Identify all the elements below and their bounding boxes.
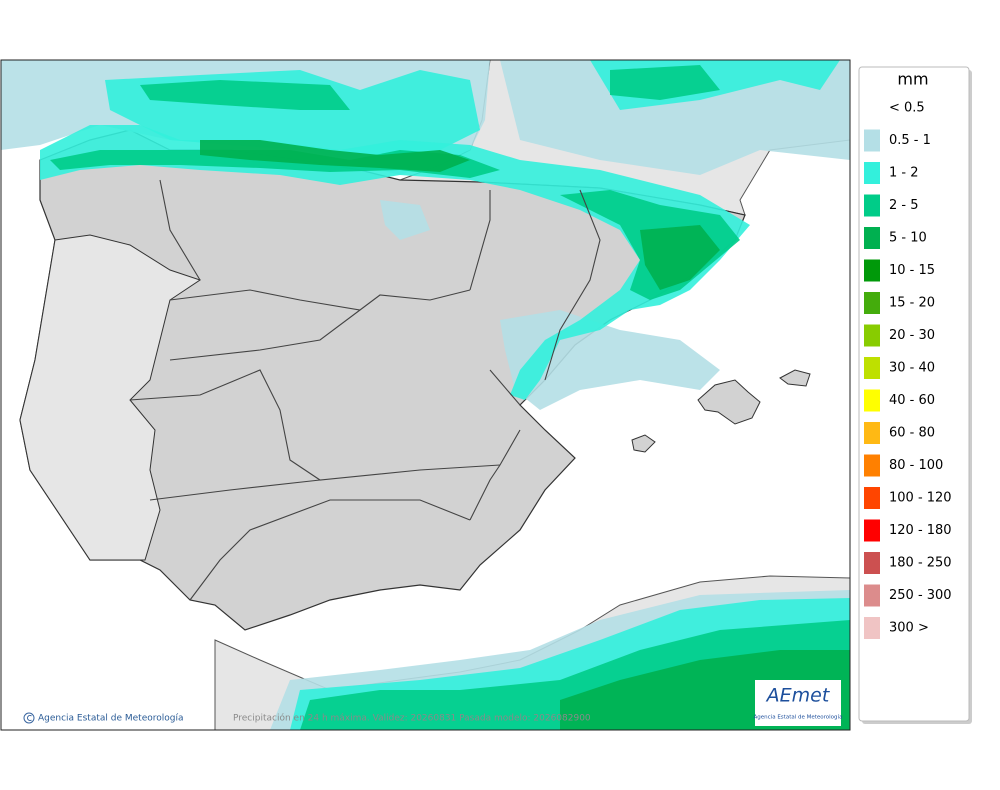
precip-area <box>640 225 720 290</box>
map-frame <box>0 59 851 731</box>
legend-swatch <box>864 454 880 477</box>
legend-swatch <box>864 162 880 184</box>
mallorca <box>697 379 761 425</box>
legend <box>858 66 970 722</box>
precip-area <box>380 200 430 240</box>
precipitation <box>1 60 850 730</box>
legend-label: 0.5 - 1 <box>889 133 931 148</box>
legend-swatch <box>864 552 880 574</box>
legend-label: 20 - 30 <box>889 328 935 343</box>
legend-swatch <box>864 617 880 639</box>
legend-swatch <box>864 227 880 249</box>
legend-swatch <box>864 97 880 119</box>
logo-box <box>755 680 841 726</box>
legend-swatch <box>864 422 880 444</box>
legend-label: 10 - 15 <box>889 263 935 278</box>
legend-label: < 0.5 <box>889 101 925 116</box>
legend-label: 15 - 20 <box>889 296 935 311</box>
logo-name: AEmet <box>765 685 831 707</box>
legend-swatch <box>864 292 880 314</box>
legend-label: 120 - 180 <box>889 523 952 538</box>
precip-area <box>140 80 350 110</box>
legend-label: 40 - 60 <box>889 393 935 408</box>
legend-swatch <box>864 487 880 509</box>
legend-items: < 0.5 0.5 - 1 1 - 2 2 - 5 5 - 10 10 - 15 15 - … <box>864 97 952 639</box>
legend-title: mm <box>897 70 928 89</box>
legend-label: 5 - 10 <box>889 231 927 246</box>
copyright-icon-c <box>27 715 32 721</box>
legend-swatch <box>864 259 880 282</box>
copyright-icon <box>23 712 35 724</box>
legend-swatch <box>864 129 880 152</box>
legend-label: 100 - 120 <box>889 491 952 506</box>
portugal <box>19 234 202 561</box>
legend-swatch <box>864 584 880 607</box>
legend-label: 250 - 300 <box>889 588 952 603</box>
regional-borders <box>129 179 601 601</box>
menorca <box>779 369 811 387</box>
legend-swatch <box>864 519 880 542</box>
legend-swatch <box>864 324 880 347</box>
legend-swatch <box>864 357 880 379</box>
legend-swatch <box>864 194 880 217</box>
legend-label: 300 > <box>889 621 929 636</box>
legend-swatch <box>864 389 880 412</box>
ibiza <box>631 434 656 453</box>
precip-area <box>500 60 850 175</box>
legend-label: 60 - 80 <box>889 426 935 441</box>
logo-subtitle: Agencia Estatal de Meteorología <box>754 714 843 721</box>
precip-area <box>610 65 720 100</box>
precip-area <box>200 140 470 172</box>
legend-label: 1 - 2 <box>889 166 919 181</box>
credit: Agencia Estatal de Meteorología <box>38 714 184 724</box>
legend-label: 180 - 250 <box>889 556 952 571</box>
legend-label: 30 - 40 <box>889 361 935 376</box>
caption: Precipitación en 24 h máxima. Validez: 2… <box>233 713 591 724</box>
legend-label: 2 - 5 <box>889 198 919 213</box>
map <box>1 60 850 730</box>
legend-label: 80 - 100 <box>889 458 943 473</box>
